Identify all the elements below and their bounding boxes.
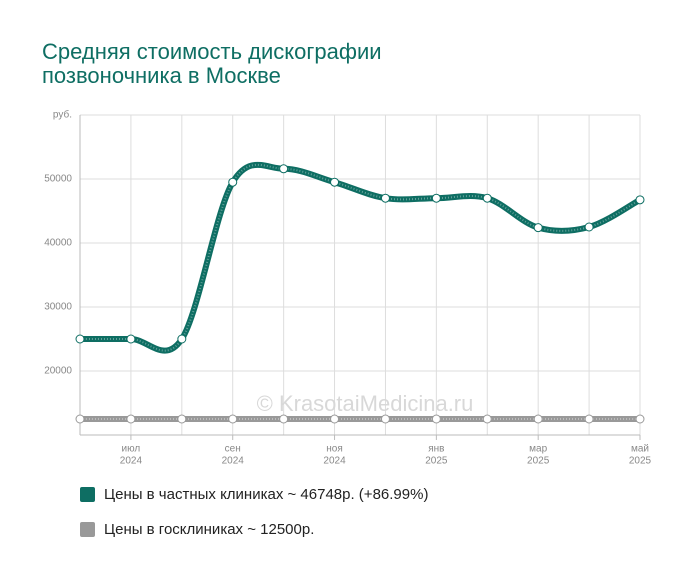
legend-label: Цены в частных клиниках ~ 46748р. (+86.9…	[104, 486, 428, 503]
point	[635, 195, 645, 205]
x-tick-label: 2025	[425, 456, 448, 467]
point	[75, 414, 85, 424]
y-tick-label: 50000	[44, 174, 72, 185]
x-tick-label: ноя	[326, 444, 343, 455]
legend-swatch	[80, 487, 95, 502]
point	[228, 177, 238, 187]
point	[126, 414, 136, 424]
x-tick-label: сен	[225, 444, 241, 455]
point	[279, 164, 289, 174]
point	[431, 414, 441, 424]
point	[380, 414, 390, 424]
point	[533, 223, 543, 233]
x-tick-label: мар	[529, 444, 547, 455]
point	[177, 414, 187, 424]
point	[75, 334, 85, 344]
x-tick-label: 2024	[323, 456, 346, 467]
point	[228, 414, 238, 424]
legend-swatch	[80, 522, 95, 537]
point	[330, 414, 340, 424]
point	[431, 193, 441, 203]
legend-label: Цены в госклиниках ~ 12500р.	[104, 521, 314, 538]
point	[380, 193, 390, 203]
x-tick-label: 2024	[222, 456, 245, 467]
y-tick-label: 20000	[44, 366, 72, 377]
x-tick-label: 2025	[527, 456, 550, 467]
y-tick-label: 30000	[44, 302, 72, 313]
x-tick-label: янв	[428, 444, 444, 455]
point	[482, 414, 492, 424]
point	[177, 334, 187, 344]
point	[584, 414, 594, 424]
x-tick-label: 2025	[629, 456, 652, 467]
point	[635, 414, 645, 424]
point	[126, 334, 136, 344]
watermark: © KrasotaiMedicina.ru	[257, 391, 474, 416]
x-tick-label: июл	[122, 444, 141, 455]
point	[533, 414, 543, 424]
x-tick-label: 2024	[120, 456, 143, 467]
point	[279, 414, 289, 424]
chart-title: Средняя стоимость дискографии	[42, 39, 382, 64]
y-tick-label: руб.	[53, 109, 72, 121]
point	[482, 193, 492, 203]
point	[330, 177, 340, 187]
series-line	[80, 161, 642, 354]
y-tick-label: 40000	[44, 238, 72, 249]
point	[584, 222, 594, 232]
chart-title: позвоночника в Москве	[42, 63, 281, 88]
x-tick-label: май	[631, 444, 649, 455]
